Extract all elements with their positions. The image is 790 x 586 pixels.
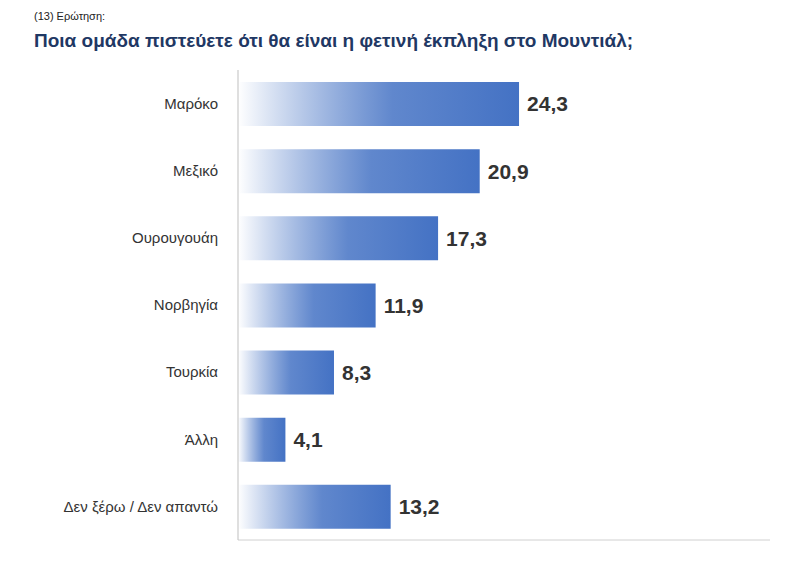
svg-text:8,3: 8,3 <box>342 361 371 384</box>
svg-text:4,1: 4,1 <box>293 428 323 451</box>
svg-text:Τουρκία: Τουρκία <box>166 363 218 380</box>
svg-text:Δεν ξέρω / Δεν απαντώ: Δεν ξέρω / Δεν απαντώ <box>64 498 219 515</box>
html-text:Ποια ομάδα πιστεύετε ότι θα εί: Ποια ομάδα πιστεύετε ότι θα είναι η φετι… <box>34 30 633 51</box>
svg-text:24,3: 24,3 <box>527 92 568 115</box>
html-text:(13) Ερώτηση:: (13) Ερώτηση: <box>34 10 106 22</box>
svg-text:Άλλη: Άλλη <box>185 431 218 448</box>
svg-text:17,3: 17,3 <box>446 227 487 250</box>
svg-text:Ουρουγουάη: Ουρουγουάη <box>132 229 218 246</box>
svg-text:Νορβηγία: Νορβηγία <box>154 296 219 313</box>
svg-text:11,9: 11,9 <box>384 294 424 317</box>
svg-text:Μεξικό: Μεξικό <box>173 162 218 179</box>
svg-text:20,9: 20,9 <box>488 160 529 183</box>
svg-text:13,2: 13,2 <box>399 495 440 518</box>
svg-text:Μαρόκο: Μαρόκο <box>164 95 218 112</box>
